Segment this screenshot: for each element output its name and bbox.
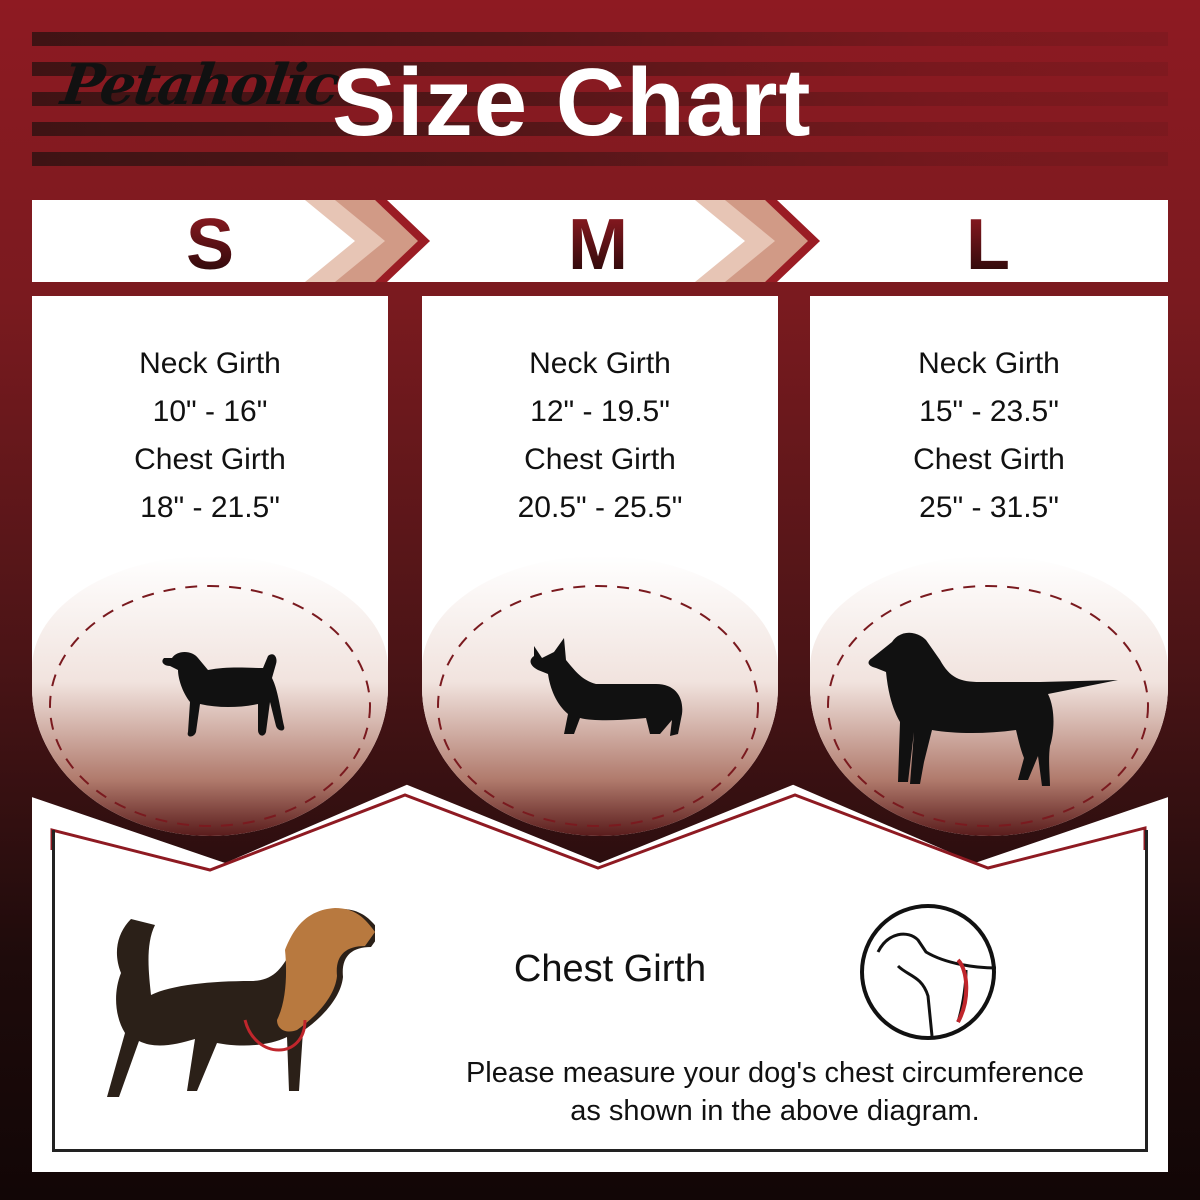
size-card-m: Neck Girth 12" - 19.5" Chest Girth 20.5"… — [422, 296, 778, 836]
neck-girth-value: 12" - 19.5" — [530, 395, 670, 428]
chevron-arrows — [305, 200, 820, 282]
chest-girth-label: Chest Girth — [134, 443, 286, 476]
size-card-s: Neck Girth 10" - 16" Chest Girth 18" - 2… — [32, 296, 388, 836]
chevron-icon — [305, 200, 430, 282]
panel-border — [50, 793, 1147, 872]
size-label-l: L — [928, 204, 1048, 286]
instruction-line-2: as shown in the above diagram. — [570, 1095, 980, 1127]
measure-box — [52, 830, 1148, 1152]
neck-girth-value: 10" - 16" — [152, 395, 268, 428]
measure-instructions: Please measure your dog's chest circumfe… — [420, 1054, 1130, 1130]
size-band — [32, 200, 1168, 282]
size-card-l: Neck Girth 15" - 23.5" Chest Girth 25" -… — [810, 296, 1168, 836]
chest-diagram-icon — [860, 904, 997, 1040]
chest-girth-label: Chest Girth — [524, 443, 676, 476]
neck-girth-label: Neck Girth — [918, 347, 1060, 380]
size-label-s: S — [150, 204, 270, 286]
neck-girth-value: 15" - 23.5" — [919, 395, 1059, 428]
chevron-icon — [695, 200, 820, 282]
corgi-silhouette-icon — [530, 638, 683, 736]
size-label-m: M — [538, 204, 658, 286]
chest-girth-value: 18" - 21.5" — [140, 491, 280, 524]
measure-title: Chest Girth — [513, 948, 707, 990]
chest-measure-line — [243, 1019, 307, 1052]
page-title: Size Chart — [332, 49, 812, 156]
neck-girth-label: Neck Girth — [529, 347, 671, 380]
chest-girth-value: 20.5" - 25.5" — [517, 491, 683, 524]
brand-logo: Petaholic — [57, 52, 342, 118]
beagle-silhouette-icon — [162, 652, 285, 737]
neck-girth-label: Neck Girth — [139, 347, 281, 380]
labrador-silhouette-icon — [868, 632, 1118, 786]
chest-girth-label: Chest Girth — [913, 443, 1065, 476]
instruction-line-1: Please measure your dog's chest circumfe… — [465, 1057, 1085, 1089]
beagle-photo — [107, 908, 375, 1097]
chest-girth-value: 25" - 31.5" — [919, 491, 1059, 524]
